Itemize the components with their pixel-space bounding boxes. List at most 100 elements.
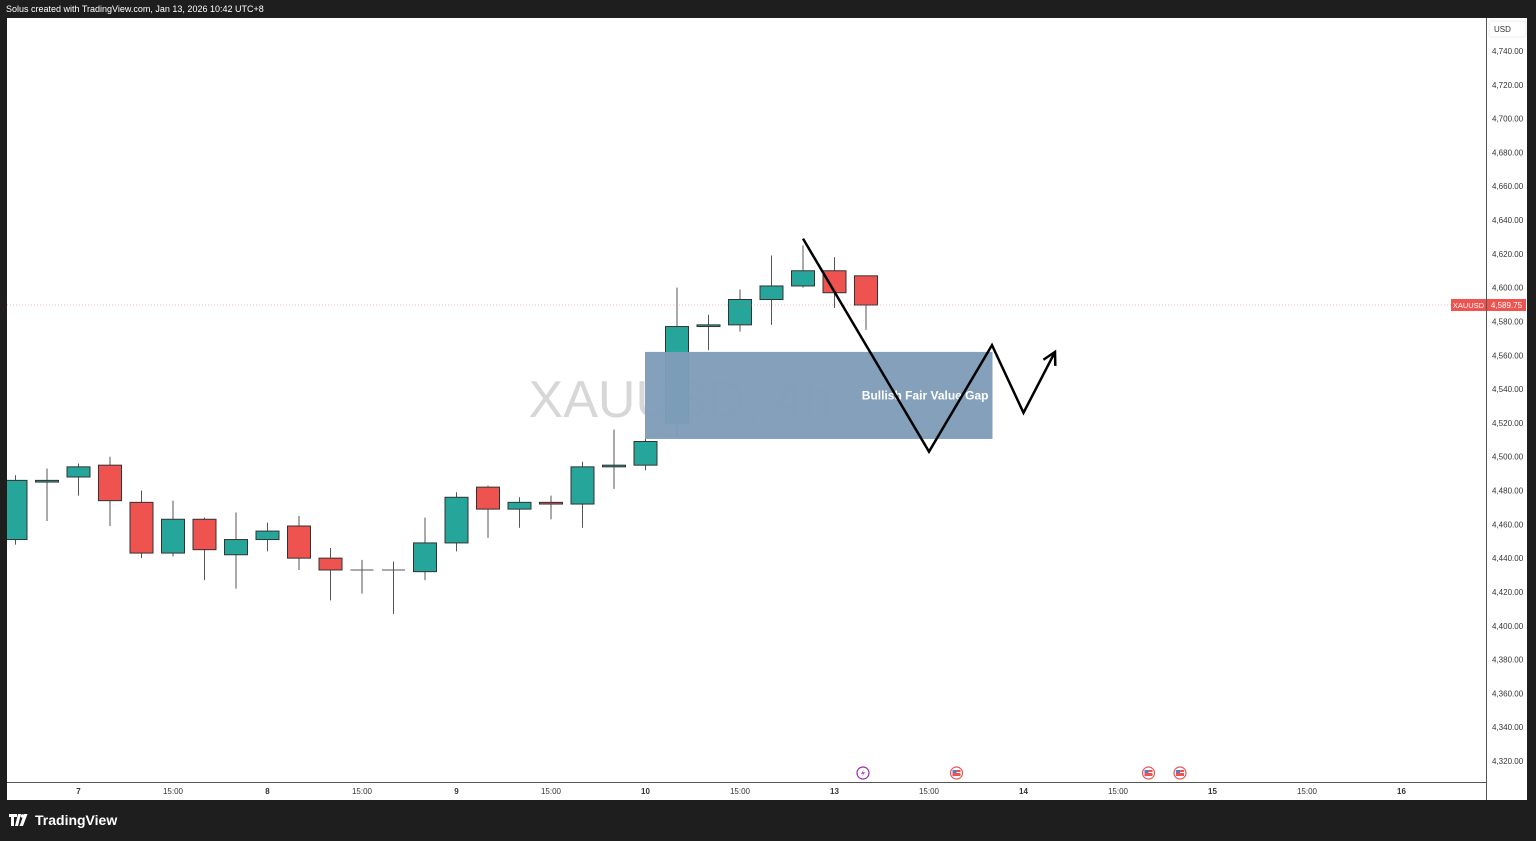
- fair-value-gap-label: Bullish Fair Value Gap: [862, 388, 989, 402]
- candle-8[interactable]: [255, 522, 280, 552]
- fair-value-gap-box[interactable]: [645, 351, 993, 439]
- time-tick-label: 15:00: [163, 787, 184, 796]
- candle-20[interactable]: [633, 436, 658, 471]
- candle-body: [224, 539, 248, 556]
- tradingview-logo-text: TradingView: [35, 812, 118, 828]
- price-tick-label: 4,480.00: [1492, 487, 1524, 496]
- candle-14[interactable]: [444, 492, 469, 552]
- attribution-header: Solus created with TradingView.com, Jan …: [0, 0, 1536, 18]
- candle-18[interactable]: [570, 461, 595, 528]
- time-tick-label: 15:00: [352, 787, 373, 796]
- candle-body: [66, 466, 91, 478]
- candle-6[interactable]: [192, 517, 217, 581]
- price-tick-label: 4,680.00: [1492, 148, 1524, 157]
- candle-27[interactable]: [854, 275, 878, 330]
- time-tick-label: 15:00: [1297, 787, 1318, 796]
- candle-5[interactable]: [161, 500, 185, 557]
- footer: TradingView: [0, 800, 1536, 841]
- candle-body: [633, 440, 658, 466]
- candle-9[interactable]: [287, 515, 311, 570]
- right-border: [1527, 18, 1536, 800]
- candle-1[interactable]: [35, 468, 59, 521]
- time-tick-label: 7: [76, 787, 81, 796]
- candle-19[interactable]: [602, 429, 626, 489]
- last-price-value: 4,589.75: [1491, 301, 1523, 310]
- time-tick-label: 14: [1019, 787, 1028, 796]
- price-tick-label: 4,500.00: [1492, 453, 1524, 462]
- symbol-price-tag: [1451, 298, 1486, 311]
- candle-10[interactable]: [318, 547, 343, 601]
- candle-body: [129, 501, 154, 554]
- price-tick-label: 4,360.00: [1492, 689, 1524, 698]
- candle-17[interactable]: [539, 495, 563, 520]
- time-tick-label: 16: [1397, 787, 1406, 796]
- price-tick-label: 4,560.00: [1492, 351, 1524, 360]
- candle-body: [287, 525, 311, 559]
- price-tick-label: 4,600.00: [1492, 284, 1524, 293]
- time-tick-label: 9: [454, 787, 459, 796]
- candle-25[interactable]: [791, 245, 815, 288]
- price-tick-label: 4,640.00: [1492, 216, 1524, 225]
- candle-24[interactable]: [759, 255, 784, 325]
- us-flag-event-icon[interactable]: [1141, 766, 1156, 780]
- price-tick-label: 4,660.00: [1492, 182, 1524, 191]
- candle-body: [476, 486, 500, 510]
- price-tick-label: 4,440.00: [1492, 554, 1524, 563]
- candle-body: [192, 518, 217, 551]
- candle-0[interactable]: [4, 475, 28, 545]
- time-tick-label: 15:00: [919, 787, 940, 796]
- time-tick-label: 8: [265, 787, 270, 796]
- price-tick-label: 4,700.00: [1492, 115, 1524, 124]
- price-tick-label: 4,720.00: [1492, 81, 1524, 90]
- lightning-event-icon[interactable]: [856, 766, 870, 780]
- us-flag-event-icon[interactable]: [949, 766, 964, 780]
- candle-3[interactable]: [98, 456, 122, 527]
- projected-path-drawing[interactable]: [801, 237, 1057, 455]
- time-tick-label: 15:00: [730, 787, 751, 796]
- tradingview-logo[interactable]: TradingView: [9, 812, 117, 828]
- time-tick-label: 13: [830, 787, 839, 796]
- candle-11[interactable]: [350, 559, 374, 594]
- candle-body: [602, 464, 626, 468]
- candle-12[interactable]: [382, 561, 405, 614]
- candle-body: [854, 275, 878, 306]
- price-tick-label: 4,620.00: [1492, 250, 1524, 259]
- currency-label: USD: [1494, 25, 1511, 34]
- candle-23[interactable]: [728, 289, 752, 332]
- us-flag-event-icon[interactable]: [1173, 766, 1187, 780]
- candle-body: [696, 324, 721, 328]
- flag-canton: [1176, 770, 1180, 773]
- candle-body: [161, 518, 185, 554]
- candle-body: [35, 479, 59, 483]
- candle-body: [444, 496, 469, 544]
- candle-16[interactable]: [507, 497, 532, 528]
- price-tick-label: 4,740.00: [1492, 47, 1524, 56]
- price-tick-label: 4,580.00: [1492, 317, 1524, 326]
- candle-body: [98, 464, 122, 502]
- candle-26[interactable]: [822, 257, 847, 308]
- candle-body: [7, 479, 28, 541]
- candle-body: [791, 270, 815, 287]
- price-tick-label: 4,340.00: [1492, 723, 1524, 732]
- candle-body: [728, 298, 752, 326]
- candle-body: [539, 501, 563, 505]
- arrowhead-icon: [1042, 349, 1057, 366]
- candle-13[interactable]: [413, 517, 437, 581]
- tradingview-logo-icon: [9, 814, 28, 826]
- candle-15[interactable]: [476, 485, 500, 538]
- candle-body: [318, 557, 343, 571]
- candle-4[interactable]: [129, 490, 154, 559]
- candle-body: [570, 466, 595, 505]
- time-tick-label: 15:00: [1108, 787, 1129, 796]
- candle-22[interactable]: [696, 314, 721, 351]
- time-tick-label: 10: [641, 787, 650, 796]
- price-tick-label: 4,540.00: [1492, 385, 1524, 394]
- price-tick-label: 4,380.00: [1492, 656, 1524, 665]
- flag-canton: [952, 770, 957, 773]
- candle-body: [255, 530, 280, 541]
- currency-box[interactable]: [1488, 20, 1527, 38]
- candle-2[interactable]: [66, 463, 91, 496]
- candle-body: [759, 285, 784, 300]
- candle-7[interactable]: [224, 512, 248, 589]
